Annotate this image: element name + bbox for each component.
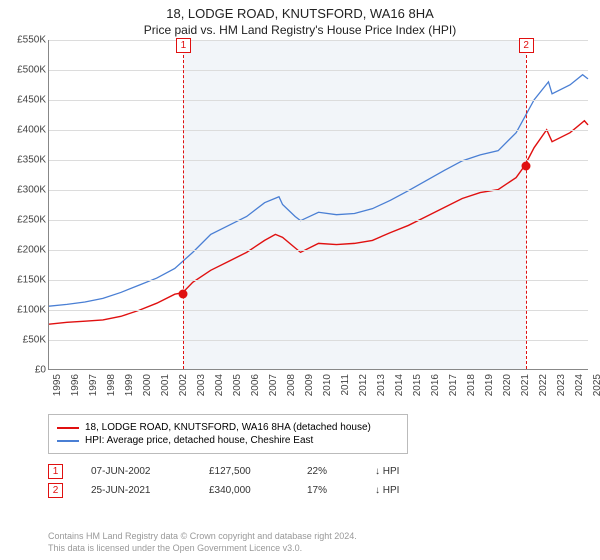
x-tick-label: 1998 — [106, 374, 117, 396]
legend-label: 18, LODGE ROAD, KNUTSFORD, WA16 8HA (det… — [85, 422, 371, 433]
gridline-h — [49, 250, 588, 251]
x-tick-label: 2014 — [394, 374, 405, 396]
sales-row-delta-pct: 22% — [307, 466, 347, 477]
x-tick-label: 2018 — [466, 374, 477, 396]
y-tick-label: £200K — [17, 245, 46, 256]
sale-marker-tag: 1 — [176, 38, 191, 53]
sales-row-marker: 2 — [48, 483, 63, 498]
x-tick-label: 2021 — [520, 374, 531, 396]
x-axis: 1995 1996 1997 1998 1999 2000 2001 2002 2003 2004… — [48, 370, 588, 410]
x-tick-label: 2005 — [232, 374, 243, 396]
series-line-property — [49, 121, 588, 324]
sales-row-delta-pct: 17% — [307, 485, 347, 496]
chart-area: £0 £50K £100K £150K £200K £250K £300K £350K £400… — [0, 40, 600, 410]
gridline-h — [49, 340, 588, 341]
gridline-h — [49, 70, 588, 71]
gridline-h — [49, 100, 588, 101]
sales-row: 1 07-JUN-2002 £127,500 22% ↓ HPI — [48, 464, 578, 479]
x-tick-label: 2022 — [538, 374, 549, 396]
attribution-footnote: Contains HM Land Registry data © Crown c… — [48, 530, 357, 554]
footnote-line2: This data is licensed under the Open Gov… — [48, 542, 357, 554]
legend-label: HPI: Average price, detached house, Ches… — [85, 435, 313, 446]
gridline-h — [49, 190, 588, 191]
x-tick-label: 2011 — [340, 374, 351, 396]
x-tick-label: 2003 — [196, 374, 207, 396]
x-tick-label: 2025 — [592, 374, 600, 396]
y-tick-label: £0 — [35, 365, 46, 376]
x-tick-label: 2004 — [214, 374, 225, 396]
y-tick-label: £150K — [17, 275, 46, 286]
legend-item: HPI: Average price, detached house, Ches… — [57, 435, 399, 446]
y-tick-label: £350K — [17, 155, 46, 166]
x-tick-label: 2017 — [448, 374, 459, 396]
y-tick-label: £550K — [17, 35, 46, 46]
legend: 18, LODGE ROAD, KNUTSFORD, WA16 8HA (det… — [48, 414, 408, 454]
x-tick-label: 2012 — [358, 374, 369, 396]
x-tick-label: 2008 — [286, 374, 297, 396]
y-tick-label: £300K — [17, 185, 46, 196]
series-svg — [49, 40, 588, 369]
chart-title-block: 18, LODGE ROAD, KNUTSFORD, WA16 8HA Pric… — [0, 0, 600, 37]
x-tick-label: 2024 — [574, 374, 585, 396]
y-axis: £0£50K£100K£150K£200K£250K£300K£350K£400… — [0, 40, 48, 370]
y-tick-label: £50K — [23, 335, 46, 346]
x-tick-label: 2023 — [556, 374, 567, 396]
x-tick-label: 2010 — [322, 374, 333, 396]
x-tick-label: 2016 — [430, 374, 441, 396]
sales-table: 1 07-JUN-2002 £127,500 22% ↓ HPI 2 25-JUN-2021… — [48, 460, 578, 502]
gridline-h — [49, 40, 588, 41]
gridline-h — [49, 130, 588, 131]
x-tick-label: 2015 — [412, 374, 423, 396]
footnote-line1: Contains HM Land Registry data © Crown c… — [48, 530, 357, 542]
sale-vline — [526, 40, 527, 369]
x-tick-label: 2006 — [250, 374, 261, 396]
x-tick-label: 2007 — [268, 374, 279, 396]
x-tick-label: 2013 — [376, 374, 387, 396]
x-tick-label: 1997 — [88, 374, 99, 396]
legend-item: 18, LODGE ROAD, KNUTSFORD, WA16 8HA (det… — [57, 422, 399, 433]
x-tick-label: 2019 — [484, 374, 495, 396]
legend-swatch — [57, 427, 79, 429]
gridline-h — [49, 310, 588, 311]
x-tick-label: 1996 — [70, 374, 81, 396]
chart-title-address: 18, LODGE ROAD, KNUTSFORD, WA16 8HA — [0, 6, 600, 21]
sales-row-marker: 1 — [48, 464, 63, 479]
y-tick-label: £250K — [17, 215, 46, 226]
sale-vline — [183, 40, 184, 369]
sales-row-date: 25-JUN-2021 — [91, 485, 181, 496]
sales-row-date: 07-JUN-2002 — [91, 466, 181, 477]
x-tick-label: 2000 — [142, 374, 153, 396]
y-tick-label: £500K — [17, 65, 46, 76]
gridline-h — [49, 280, 588, 281]
gridline-h — [49, 220, 588, 221]
sales-row-price: £127,500 — [209, 466, 279, 477]
x-tick-label: 1995 — [52, 374, 63, 396]
sale-dot — [178, 289, 187, 298]
x-tick-label: 2002 — [178, 374, 189, 396]
sales-row: 2 25-JUN-2021 £340,000 17% ↓ HPI — [48, 483, 578, 498]
gridline-h — [49, 160, 588, 161]
x-tick-label: 1999 — [124, 374, 135, 396]
sales-row-price: £340,000 — [209, 485, 279, 496]
y-tick-label: £100K — [17, 305, 46, 316]
sale-marker-tag: 2 — [519, 38, 534, 53]
legend-swatch — [57, 440, 79, 442]
y-tick-label: £450K — [17, 95, 46, 106]
x-tick-label: 2009 — [304, 374, 315, 396]
y-tick-label: £400K — [17, 125, 46, 136]
x-tick-label: 2020 — [502, 374, 513, 396]
chart-title-subtitle: Price paid vs. HM Land Registry's House … — [0, 23, 600, 37]
x-tick-label: 2001 — [160, 374, 171, 396]
sale-dot — [521, 162, 530, 171]
sales-row-delta-dir: ↓ HPI — [375, 466, 399, 477]
sales-row-delta-dir: ↓ HPI — [375, 485, 399, 496]
plot-area: 12 — [48, 40, 588, 370]
